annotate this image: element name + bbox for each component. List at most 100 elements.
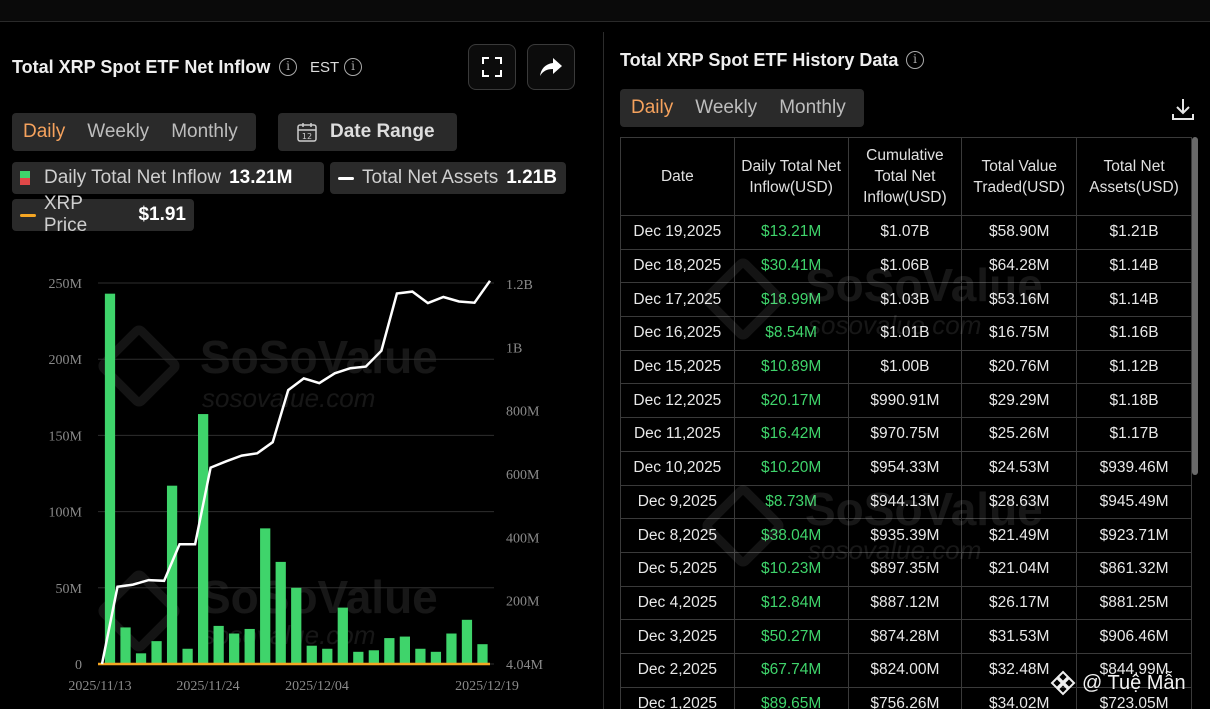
- cell-daily-inflow: $30.41M: [733, 248, 849, 284]
- cell-cumulative-inflow: $874.28M: [847, 619, 963, 654]
- y-right-tick: 200M: [506, 595, 540, 610]
- credit-text: @ Tuệ Mẫn: [1082, 671, 1186, 694]
- cell-cumulative-inflow: $1.07B: [847, 215, 963, 250]
- cell-daily-inflow: $8.73M: [733, 484, 849, 520]
- table-row[interactable]: Dec 19,2025 $13.21M $1.07B $58.90M $1.21B: [620, 215, 1192, 250]
- inflow-bar: [166, 485, 178, 664]
- col-daily-inflow[interactable]: Daily Total Net Inflow(USD): [733, 137, 849, 216]
- table-row[interactable]: Dec 2,2025 $67.74M $824.00M $32.48M $844.99M: [620, 652, 1192, 688]
- cell-cumulative-inflow: $887.12M: [847, 585, 963, 621]
- col-net-assets[interactable]: Total Net Assets(USD): [1076, 137, 1192, 216]
- y-right-tick: 800M: [506, 405, 540, 420]
- tab-weekly[interactable]: Weekly: [695, 97, 758, 118]
- cell-date: Dec 17,2025: [620, 282, 735, 318]
- y-left-tick: 100M: [49, 506, 83, 521]
- table-row[interactable]: Dec 10,2025 $10.20M $954.33M $24.53M $939.46…: [620, 450, 1192, 486]
- cell-daily-inflow: $8.54M: [733, 316, 849, 351]
- inflow-bar: [229, 633, 240, 664]
- inflow-bar: [415, 648, 426, 664]
- table-row[interactable]: Dec 15,2025 $10.89M $1.00B $20.76M $1.12B: [620, 349, 1192, 385]
- inflow-bar: [477, 644, 488, 664]
- inflow-bar: [151, 641, 162, 664]
- inflow-bar: [337, 607, 348, 664]
- cell-daily-inflow: $20.17M: [733, 383, 849, 419]
- table-row[interactable]: Dec 9,2025 $8.73M $944.13M $28.63M $945.49M: [620, 484, 1192, 520]
- top-strip: [0, 0, 1210, 22]
- inflow-bar: [322, 648, 333, 664]
- x-tick: 2025/12/19: [455, 679, 519, 694]
- cell-date: Dec 2,2025: [620, 652, 735, 688]
- cell-date: Dec 16,2025: [620, 316, 735, 351]
- table-row[interactable]: Dec 18,2025 $30.41M $1.06B $64.28M $1.14B: [620, 248, 1192, 284]
- history-title: Total XRP Spot ETF History Data: [620, 50, 899, 70]
- history-table-container[interactable]: Date Daily Total Net Inflow(USD) Cumulat…: [620, 137, 1192, 709]
- tab-daily[interactable]: Daily: [23, 121, 66, 142]
- right-period-tabs: Daily Weekly Monthly: [620, 89, 864, 127]
- cell-cumulative-inflow: $897.35M: [847, 551, 963, 587]
- cell-net-assets: $1.12B: [1076, 349, 1192, 385]
- y-left-tick: 250M: [49, 277, 83, 292]
- timezone-info-icon[interactable]: i: [344, 58, 362, 76]
- cell-daily-inflow: $16.42M: [733, 417, 849, 452]
- cell-daily-inflow: $18.99M: [733, 282, 849, 318]
- tab-monthly[interactable]: Monthly: [171, 121, 238, 142]
- download-button[interactable]: [1170, 96, 1196, 127]
- cell-date: Dec 15,2025: [620, 349, 735, 385]
- cell-cumulative-inflow: $1.01B: [847, 316, 963, 351]
- tab-weekly[interactable]: Weekly: [87, 121, 150, 142]
- cell-value-traded: $26.17M: [961, 585, 1078, 621]
- share-button[interactable]: [527, 44, 575, 90]
- inflow-bar: [260, 528, 271, 664]
- net-inflow-value: 13.21M: [229, 167, 293, 188]
- calendar-icon: 12: [297, 123, 317, 142]
- cell-daily-inflow: $12.84M: [733, 585, 849, 621]
- date-range-button[interactable]: 12 Date Range: [278, 113, 457, 151]
- cell-net-assets: $844.99M: [1076, 652, 1192, 688]
- inflow-bar: [446, 633, 457, 664]
- table-scrollbar[interactable]: [1192, 137, 1198, 475]
- legend-xrp-price[interactable]: XRP Price $1.91: [12, 193, 194, 236]
- tab-monthly[interactable]: Monthly: [779, 97, 846, 118]
- cell-date: Dec 19,2025: [620, 215, 735, 250]
- cell-daily-inflow: $13.21M: [733, 215, 849, 250]
- inflow-chart[interactable]: 0 50M 100M 150M 200M 250M 4.04M 200M 400M 600M 800…: [0, 260, 600, 709]
- cell-net-assets: $1.16B: [1076, 316, 1192, 351]
- col-value-traded[interactable]: Total Value Traded(USD): [961, 137, 1078, 216]
- cell-value-traded: $58.90M: [961, 215, 1078, 250]
- table-header-row: Date Daily Total Net Inflow(USD) Cumulat…: [620, 137, 1192, 216]
- legend-net-assets[interactable]: Total Net Assets 1.21B: [330, 162, 566, 194]
- tab-daily[interactable]: Daily: [631, 97, 674, 118]
- legend-net-inflow[interactable]: Daily Total Net Inflow 13.21M: [12, 162, 324, 194]
- table-row[interactable]: Dec 4,2025 $12.84M $887.12M $26.17M $881.25M: [620, 585, 1192, 621]
- table-row[interactable]: Dec 16,2025 $8.54M $1.01B $16.75M $1.16B: [620, 316, 1192, 351]
- fullscreen-button[interactable]: [468, 44, 516, 90]
- cell-cumulative-inflow: $954.33M: [847, 450, 963, 486]
- cell-cumulative-inflow: $970.75M: [847, 417, 963, 452]
- table-row[interactable]: Dec 11,2025 $16.42M $970.75M $25.26M $1.17B: [620, 417, 1192, 452]
- table-row[interactable]: Dec 12,2025 $20.17M $990.91M $29.29M $1.18B: [620, 383, 1192, 419]
- cell-net-assets: $945.49M: [1076, 484, 1192, 520]
- cell-cumulative-inflow: $1.03B: [847, 282, 963, 318]
- info-icon[interactable]: i: [279, 58, 297, 76]
- cell-net-assets: $1.14B: [1076, 282, 1192, 318]
- inflow-bar: [399, 636, 411, 664]
- cell-value-traded: $21.49M: [961, 518, 1078, 553]
- table-row[interactable]: Dec 3,2025 $50.27M $874.28M $31.53M $906.46M: [620, 619, 1192, 654]
- col-date[interactable]: Date: [620, 137, 735, 216]
- history-info-icon[interactable]: i: [906, 51, 924, 69]
- col-cumulative-inflow[interactable]: Cumulative Total Net Inflow(USD): [847, 137, 963, 216]
- inflow-bar: [104, 293, 116, 664]
- table-row[interactable]: Dec 1,2025 $89.65M $756.26M $34.02M $723.05M: [620, 686, 1192, 709]
- cell-cumulative-inflow: $756.26M: [847, 686, 963, 709]
- table-row[interactable]: Dec 17,2025 $18.99M $1.03B $53.16M $1.14B: [620, 282, 1192, 318]
- cell-cumulative-inflow: $990.91M: [847, 383, 963, 419]
- cell-value-traded: $29.29M: [961, 383, 1078, 419]
- inflow-bar: [384, 638, 395, 664]
- y-left-tick: 0: [75, 658, 82, 673]
- assets-legend-icon: [338, 176, 354, 180]
- table-row[interactable]: Dec 5,2025 $10.23M $897.35M $21.04M $861.32M: [620, 551, 1192, 587]
- cell-cumulative-inflow: $1.06B: [847, 248, 963, 284]
- table-row[interactable]: Dec 8,2025 $38.04M $935.39M $21.49M $923.71M: [620, 518, 1192, 553]
- cell-cumulative-inflow: $935.39M: [847, 518, 963, 553]
- left-period-tabs: Daily Weekly Monthly: [12, 113, 256, 151]
